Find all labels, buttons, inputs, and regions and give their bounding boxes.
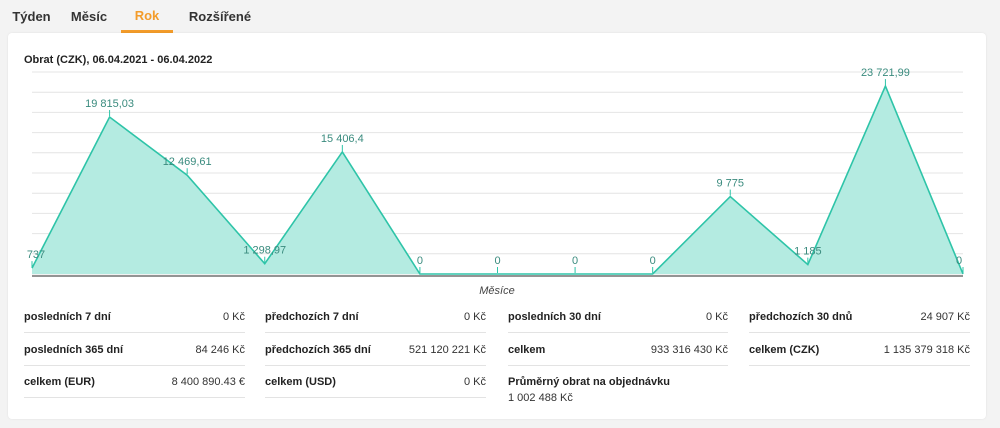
stat-previous-30-days: předchozích 30 dnů 24 907 Kč [749,307,970,333]
tab-extended[interactable]: Rozšířené [188,9,252,24]
stat-value: 8 400 890.43 € [171,376,245,388]
data-label: 12 469,61 [163,156,212,168]
stat-value: 1 135 379 318 Kč [883,344,970,356]
stat-last-7-days: posledních 7 dní 0 Kč [24,307,245,333]
stat-last-365-days: posledních 365 dní 84 246 Kč [24,340,245,366]
data-label: 1 298,97 [243,245,286,257]
stat-label: posledních 365 dní [24,344,124,356]
data-label: 0 [572,255,578,267]
stat-label: posledních 7 dní [24,311,111,323]
stat-previous-7-days: předchozích 7 dní 0 Kč [265,307,486,333]
stat-label: předchozích 365 dní [265,344,371,356]
data-label: 1 185 [794,246,822,258]
data-label: 19 815,03 [85,98,134,110]
stat-label: celkem (CZK) [749,344,820,356]
stat-label: celkem [508,344,546,356]
chart-title: Obrat (CZK), 06.04.2021 - 06.04.2022 [24,54,213,66]
stat-total-usd: celkem (USD) 0 Kč [265,372,486,398]
data-label: 0 [417,255,423,267]
data-label: 737 [27,249,45,261]
stat-total: celkem 933 316 430 Kč [508,340,728,366]
label-ticks [31,79,964,273]
tab-month[interactable]: Měsíc [70,9,108,24]
stat-total-czk: celkem (CZK) 1 135 379 318 Kč [749,340,970,366]
stat-value: 0 Kč [463,311,486,323]
tab-year[interactable]: Rok [121,0,173,33]
tab-week[interactable]: Týden [12,9,51,24]
series-area [32,86,963,274]
stat-label: celkem (USD) [265,376,336,388]
period-tabs: Týden Měsíc Rok Rozšířené [0,0,1000,33]
stat-total-eur: celkem (EUR) 8 400 890.43 € [24,372,245,398]
data-label: 23 721,99 [861,67,910,79]
stat-label: předchozích 7 dní [265,311,359,323]
revenue-chart: 737 19 815,03 12 469,61 1 298,97 15 406,4 0 0 0… [27,67,964,297]
series-line [31,84,964,275]
stat-value: 933 316 430 Kč [650,344,728,356]
stat-value: 0 Kč [463,376,486,388]
stat-value: 84 246 Kč [195,344,245,356]
data-label: 0 [650,255,656,267]
stat-value: 521 120 221 Kč [408,344,486,356]
data-label: 9 775 [716,178,744,190]
x-axis-label: Měsíce [479,285,514,297]
stat-label: předchozích 30 dnů [749,311,853,323]
stat-value: 1 002 488 Kč [508,392,573,404]
stat-last-30-days: posledních 30 dní 0 Kč [508,307,728,333]
stat-average-order: Průměrný obrat na objednávku 1 002 488 K… [508,372,728,410]
stat-label: celkem (EUR) [24,376,95,388]
stat-label: Průměrný obrat na objednávku [508,376,670,388]
data-label: 0 [494,255,500,267]
stat-previous-365-days: předchozích 365 dní 521 120 221 Kč [265,340,486,366]
stat-label: posledních 30 dní [508,311,601,323]
data-labels: 737 19 815,03 12 469,61 1 298,97 15 406,4 0 0 0… [27,67,962,267]
stat-value: 0 Kč [222,311,245,323]
stat-value: 0 Kč [705,311,728,323]
data-label: 0 [956,255,962,267]
stat-value: 24 907 Kč [920,311,970,323]
data-label: 15 406,4 [321,133,364,145]
